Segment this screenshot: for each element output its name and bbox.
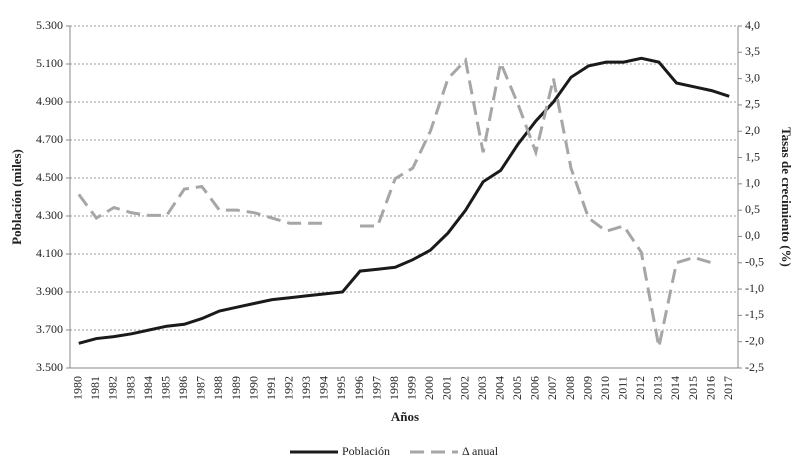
x-tick-label: 2007 [545,376,559,400]
x-axis-label: Años [391,409,419,424]
x-tick-label: 2010 [598,376,612,400]
y-axis-label: Población (miles) [9,149,24,245]
x-tick-label: 1996 [352,376,366,400]
y-tick-label: 4.900 [36,94,63,108]
y2-tick-label: 4,0 [745,18,760,32]
y2-tick-label: -1,0 [745,281,764,295]
x-tick-label: 2004 [492,376,506,400]
y2-tick-label: -2,5 [745,360,764,374]
x-tick-label: 2000 [422,376,436,400]
x-tick-label: 1989 [229,376,243,400]
y2-tick-label: -1,5 [745,307,764,321]
x-tick-label: 1994 [317,376,331,400]
legend-label: Población [342,444,390,458]
x-tick-label: 2015 [686,376,700,400]
y-tick-label: 5.100 [36,56,63,70]
y2-tick-label: 3,0 [745,70,760,84]
y-tick-label: 4.100 [36,246,63,260]
y-tick-label: 3.700 [36,322,63,336]
x-tick-label: 2005 [510,376,524,400]
x-tick-label: 1999 [405,376,419,400]
y2-tick-label: 1,5 [745,149,760,163]
y2-axis-label: Tasas de crecimiento (%) [779,127,794,267]
x-tick-label: 1991 [264,376,278,400]
x-tick-label: 1988 [211,376,225,400]
x-tick-label: 1983 [123,376,137,400]
x-tick-label: 1992 [281,376,295,400]
series-line [77,57,713,348]
x-tick-label: 2006 [528,376,542,400]
x-tick-label: 1987 [194,376,208,400]
x-tick-label: 1981 [88,376,102,400]
x-tick-label: 2017 [721,376,735,400]
x-tick-label: 1990 [246,376,260,400]
y2-tick-label: 3,5 [745,44,760,58]
x-tick-label: 2009 [580,376,594,400]
x-tick-label: 1985 [158,376,172,400]
x-tick-label: 2012 [633,376,647,400]
x-tick-label: 2002 [457,376,471,400]
series-line [78,56,730,345]
x-tick-label: 2011 [615,376,629,400]
x-tick-label: 1986 [176,376,190,400]
y-tick-label: 5.300 [36,18,63,32]
legend-label: Δ anual [462,444,499,458]
x-tick-label: 1982 [106,376,120,400]
y-tick-label: 3.500 [36,360,63,374]
x-tick-label: 2001 [440,376,454,400]
y2-tick-label: 0,0 [745,228,760,242]
y-tick-label: 4.700 [36,132,63,146]
y2-tick-label: 2,0 [745,123,760,137]
x-tick-label: 1995 [334,376,348,400]
x-tick-label: 2008 [563,376,577,400]
x-tick-label: 1980 [71,376,85,400]
y2-tick-label: -2,0 [745,333,764,347]
x-tick-label: 1984 [141,376,155,400]
y2-tick-label: 1,0 [745,176,760,190]
x-tick-label: 1998 [387,376,401,400]
y2-tick-label: -0,5 [745,255,764,269]
y-tick-label: 4.300 [36,208,63,222]
x-tick-label: 2014 [668,376,682,400]
x-tick-label: 2003 [475,376,489,400]
x-tick-label: 1997 [369,376,383,400]
x-tick-label: 2013 [651,376,665,400]
y-tick-label: 4.500 [36,170,63,184]
x-tick-label: 1993 [299,376,313,400]
y2-tick-label: 0,5 [745,202,760,216]
y-tick-label: 3.900 [36,284,63,298]
y2-tick-label: 2,5 [745,97,760,111]
x-tick-label: 2016 [703,376,717,400]
